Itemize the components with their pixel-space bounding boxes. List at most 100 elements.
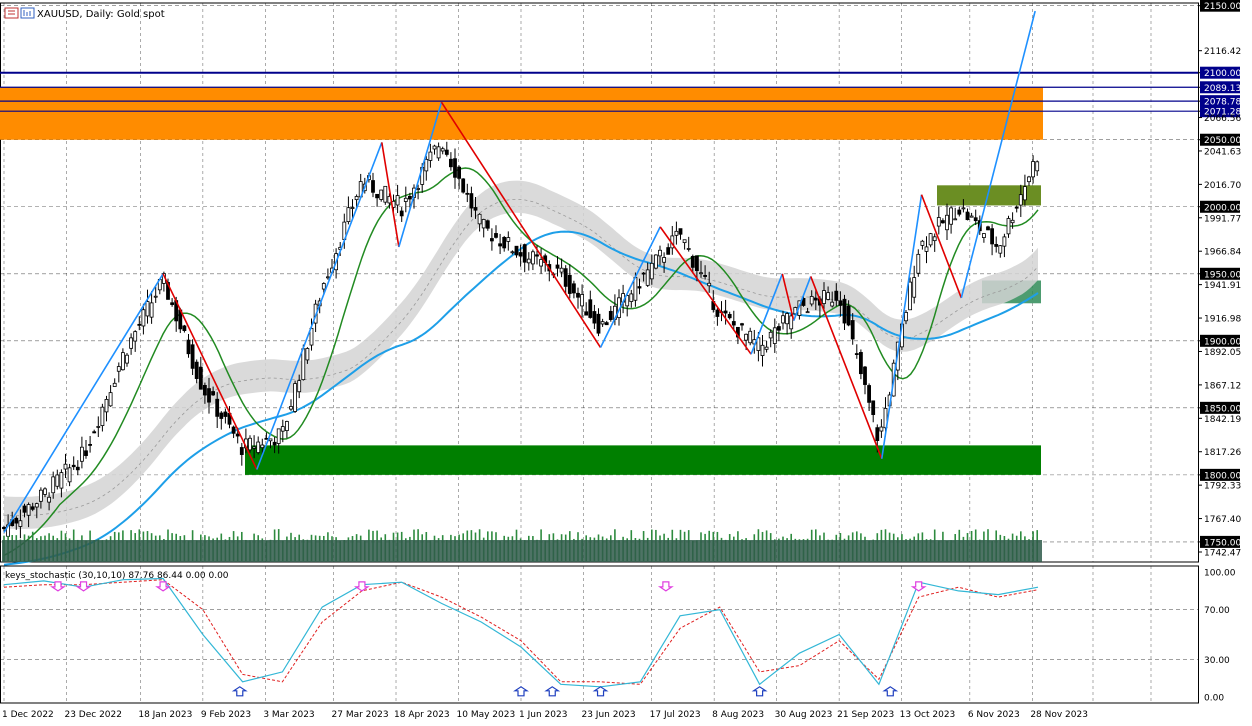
price-tag-box	[1200, 200, 1240, 213]
candle-body	[34, 503, 39, 508]
candle-body	[760, 344, 765, 356]
candle-body	[260, 444, 265, 448]
candle-body	[1010, 219, 1015, 224]
candle-body	[399, 210, 404, 217]
candle-body	[781, 315, 785, 324]
candle-body	[531, 251, 535, 265]
candle-body	[407, 196, 412, 200]
x-tick-label: 13 Oct 2023	[900, 710, 956, 720]
candle-body	[559, 267, 564, 273]
candle-body	[522, 244, 527, 263]
y-tick-label: 1950.00	[1204, 270, 1241, 280]
candle-body	[59, 472, 64, 489]
zigzag-segment	[781, 273, 795, 321]
candle-body	[207, 388, 211, 403]
stoch-tick-label: 70.00	[1204, 606, 1230, 616]
symbol-label: XAUUSD, Daily: Gold spot	[37, 9, 165, 20]
y-tick-label: 2150.00	[1204, 2, 1241, 12]
signal-arrow-down	[910, 581, 927, 592]
candle-body	[51, 476, 56, 494]
candle-body	[813, 297, 818, 301]
candle-body	[986, 226, 990, 231]
candle-body	[973, 217, 978, 222]
candle-body	[863, 366, 867, 385]
y-tick-label: 1850.00	[1204, 404, 1241, 414]
candle-body	[182, 325, 187, 331]
candle-body	[695, 255, 699, 271]
candle-body	[80, 446, 84, 462]
candle-body	[26, 504, 31, 516]
chart-icon[interactable]	[4, 7, 19, 19]
candle-body	[231, 426, 236, 434]
candle-body	[39, 489, 43, 502]
candle-body	[325, 276, 330, 279]
candle-body	[55, 474, 60, 487]
bars-icon[interactable]	[20, 7, 35, 19]
candle-body	[502, 236, 507, 249]
candle-body	[936, 217, 941, 227]
y-tick-label: 1842.19	[1204, 415, 1241, 425]
candle-body	[436, 146, 441, 159]
signal-arrow-down	[75, 581, 92, 592]
candle-body	[235, 433, 240, 437]
candle-body	[477, 213, 482, 225]
candle-body	[830, 301, 835, 307]
y-tick-label: 1767.40	[1204, 515, 1241, 525]
y-tick-label: 1750.00	[1204, 538, 1241, 548]
signal-arrow-down	[155, 581, 172, 592]
candle-body	[1014, 206, 1019, 209]
candle-body	[30, 506, 35, 510]
price-tag-box	[1200, 401, 1240, 414]
candle-body	[961, 207, 966, 210]
x-tick-label: 21 Sep 2023	[837, 710, 894, 720]
candle-body	[567, 274, 572, 294]
candle-body	[444, 149, 449, 155]
zigzag-segment	[162, 273, 258, 470]
candle-body	[145, 301, 150, 317]
candle-body	[998, 245, 1003, 254]
candle-body	[674, 230, 679, 236]
candle-body	[789, 315, 794, 330]
stoch-main-line	[3, 577, 1039, 688]
candle-body	[883, 407, 888, 429]
candle-body	[248, 437, 252, 451]
candle-body	[822, 290, 826, 304]
main-price-pane[interactable]	[0, 2, 1199, 566]
stochastic-pane[interactable]	[0, 565, 1199, 704]
candle-body	[879, 426, 884, 432]
resistance-zone	[0, 87, 1043, 140]
candle-body	[170, 302, 175, 305]
candle-body	[666, 247, 671, 255]
x-tick-label: 28 Nov 2023	[1030, 710, 1088, 720]
candle-body	[510, 251, 515, 254]
candle-body	[875, 427, 880, 441]
candle-body	[932, 236, 937, 242]
signal-arrow-down	[353, 581, 370, 592]
candle-body	[563, 268, 568, 287]
candle-body	[350, 207, 355, 209]
candle-body	[920, 240, 925, 246]
x-tick-label: 18 Jan 2023	[138, 710, 192, 720]
price-tag-box	[1200, 334, 1240, 347]
candle-body	[112, 382, 117, 387]
price-tag-box	[1200, 468, 1240, 481]
candle-body	[67, 467, 72, 483]
signal-arrow-up	[544, 686, 561, 697]
y-tick-label: 2089.13	[1204, 84, 1241, 94]
candle-body	[994, 244, 999, 247]
candle-body	[846, 305, 851, 326]
candle-body	[777, 326, 781, 331]
price-tag-box	[1200, 0, 1240, 12]
candle-body	[22, 505, 27, 513]
candle-body	[424, 158, 429, 172]
candle-body	[116, 366, 121, 372]
candle-body	[149, 302, 154, 318]
candle-body	[928, 233, 933, 246]
candle-body	[88, 443, 92, 446]
candle-body	[506, 237, 511, 242]
candle-body	[375, 193, 380, 199]
candle-body	[785, 313, 789, 325]
support-zone	[245, 445, 1041, 475]
candle-body	[535, 254, 539, 257]
candle-body	[63, 463, 68, 470]
